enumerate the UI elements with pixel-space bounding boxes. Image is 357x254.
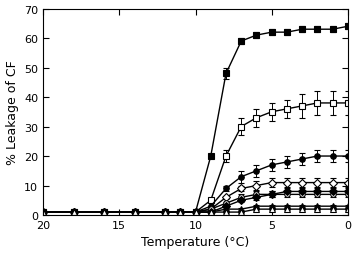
X-axis label: Temperature (°C): Temperature (°C) [141, 235, 250, 248]
Y-axis label: % Leakage of CF: % Leakage of CF [6, 60, 19, 165]
